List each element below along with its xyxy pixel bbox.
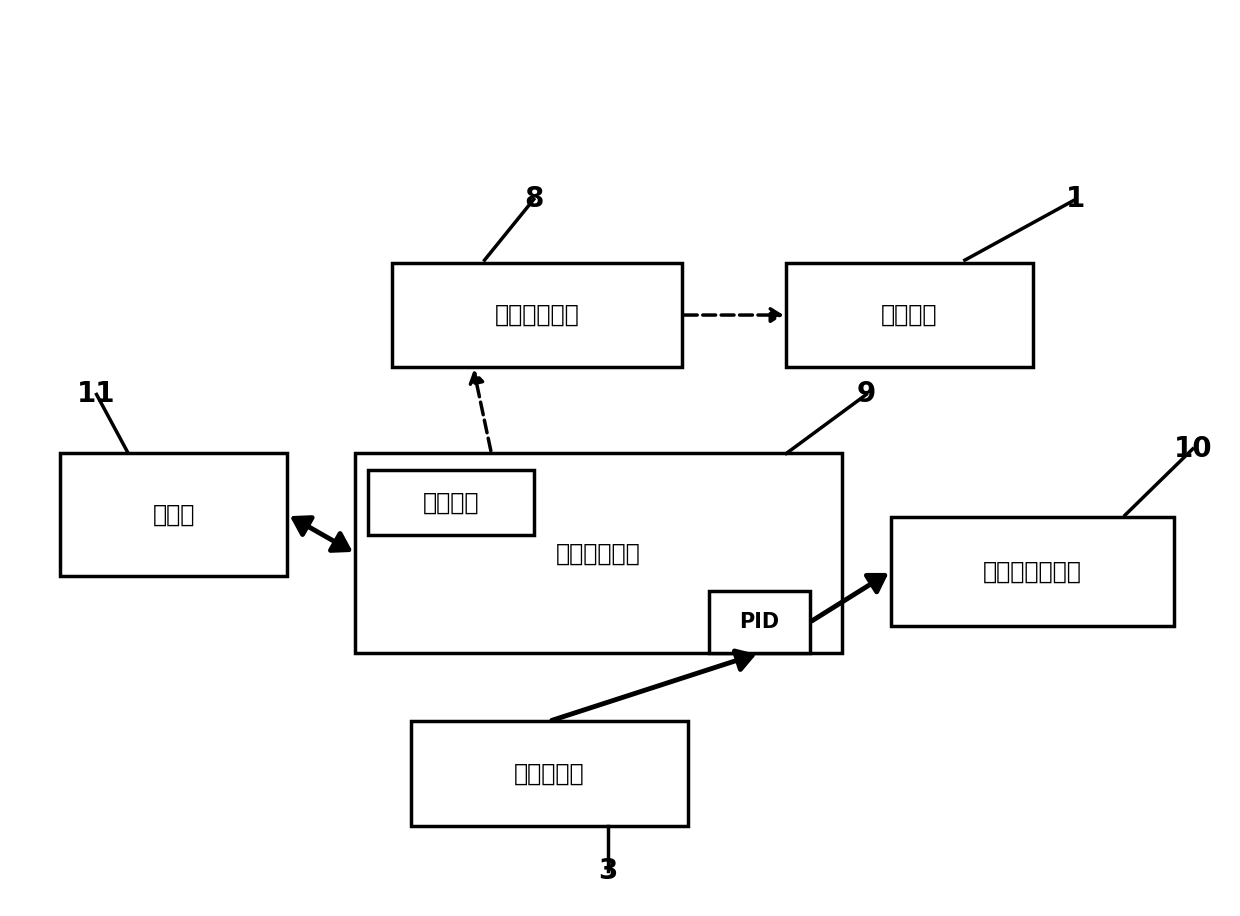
- Text: 1: 1: [1066, 185, 1085, 213]
- Text: 直流电机: 直流电机: [882, 303, 937, 327]
- Text: 激光光强调制器: 激光光强调制器: [983, 560, 1083, 583]
- Bar: [60, 453, 288, 576]
- Text: 数字控制模块: 数字控制模块: [556, 541, 641, 565]
- Text: 光电探测器: 光电探测器: [513, 761, 584, 785]
- Bar: [786, 263, 1033, 367]
- Text: 10: 10: [1173, 435, 1211, 463]
- Bar: [355, 453, 842, 653]
- Text: PID: PID: [739, 612, 779, 632]
- Text: 数字脉冲: 数字脉冲: [423, 490, 479, 515]
- Text: 3: 3: [598, 857, 618, 885]
- Bar: [709, 592, 810, 653]
- Text: 11: 11: [77, 380, 115, 409]
- Text: 9: 9: [857, 380, 875, 409]
- Bar: [367, 470, 533, 535]
- Bar: [410, 721, 688, 825]
- Text: 8: 8: [525, 185, 543, 213]
- Bar: [892, 517, 1174, 626]
- Bar: [392, 263, 682, 367]
- Text: 计算机: 计算机: [153, 503, 195, 527]
- Text: 电机驱动电路: 电机驱动电路: [495, 303, 579, 327]
